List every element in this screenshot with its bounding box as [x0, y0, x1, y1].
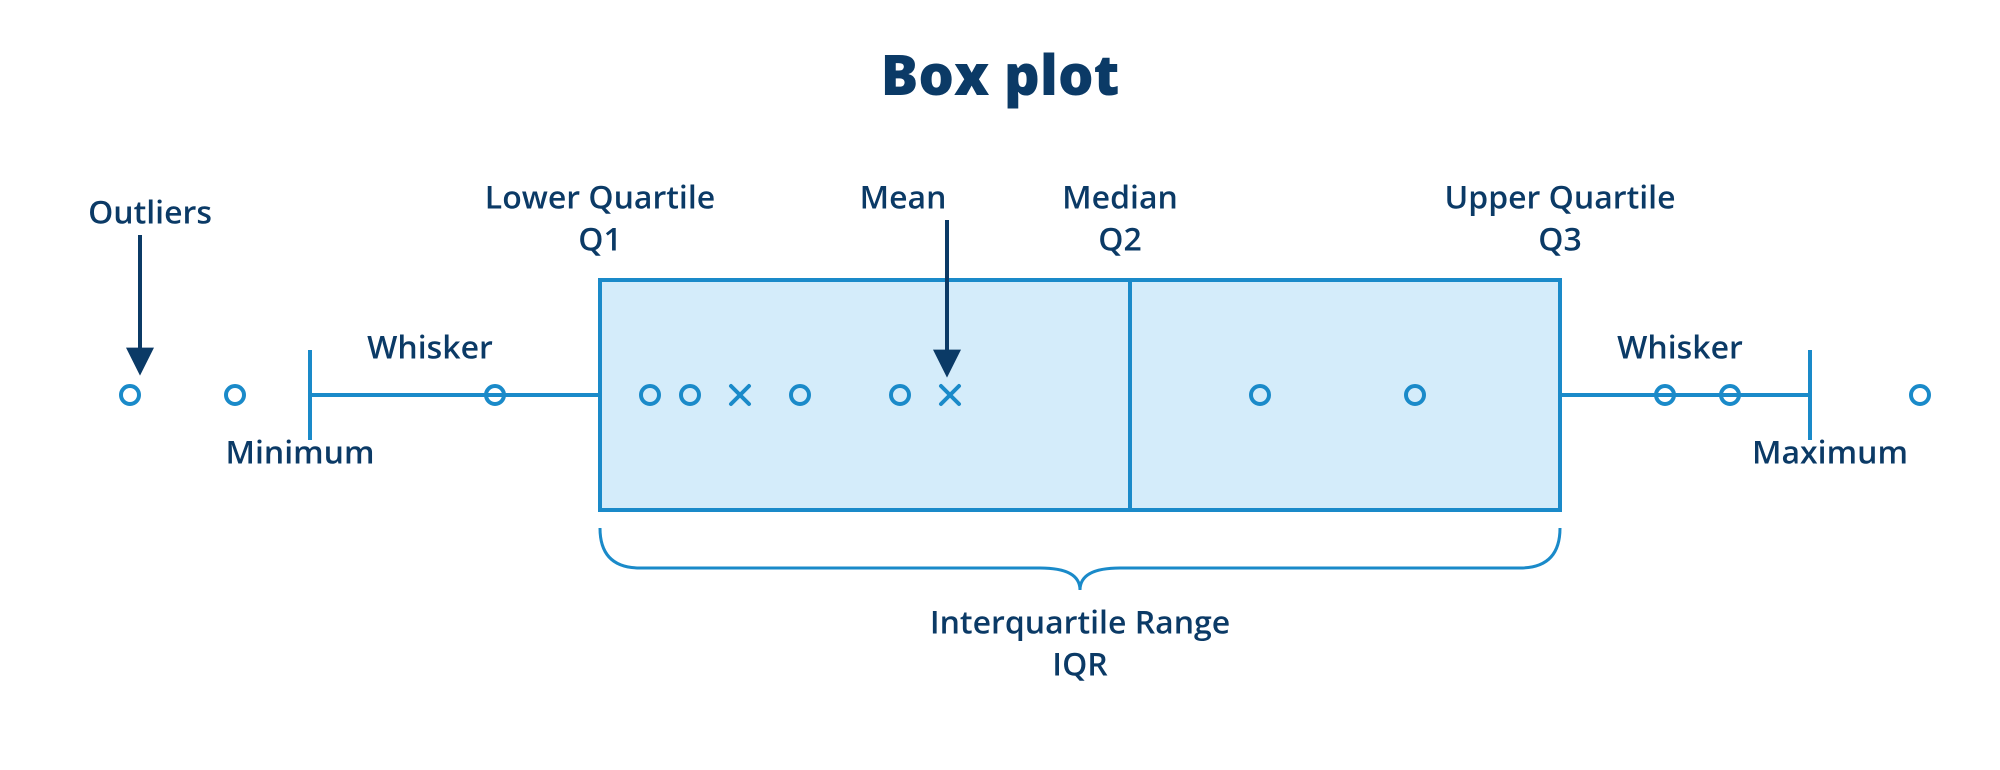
label-minimum: Minimum [225, 431, 374, 474]
boxplot-diagram: Box plot Outliers Minimum Whisker Lower Quar… [0, 0, 2000, 770]
label-iqr-line2: IQR [1052, 643, 1108, 686]
label-whisker-left: Whisker [367, 326, 493, 369]
label-mean: Mean [860, 176, 947, 219]
label-maximum: Maximum [1752, 431, 1908, 474]
label-q3-line2: Q3 [1538, 218, 1581, 261]
label-median-line1: Median [1062, 176, 1178, 219]
label-iqr-line1: Interquartile Range [930, 601, 1230, 644]
label-q1-line2: Q1 [578, 218, 621, 261]
label-median-line2: Q2 [1098, 218, 1141, 261]
iqr-box [600, 280, 1560, 510]
label-outliers: Outliers [88, 191, 212, 234]
label-q1-line1: Lower Quartile [485, 176, 715, 219]
label-q3-line1: Upper Quartile [1445, 176, 1676, 219]
label-whisker-right: Whisker [1617, 326, 1743, 369]
diagram-title: Box plot [881, 36, 1120, 112]
